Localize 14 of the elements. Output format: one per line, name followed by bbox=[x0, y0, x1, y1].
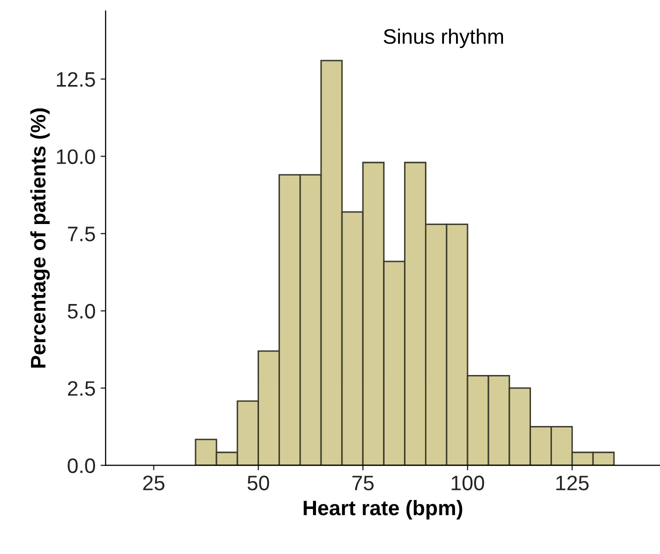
x-axis-title: Heart rate (bpm) bbox=[304, 500, 462, 520]
y-tick-label: 5.0 bbox=[68, 304, 96, 319]
x-tick-label: 100 bbox=[452, 476, 484, 490]
y-tick-label: 12.5 bbox=[56, 72, 96, 87]
y-tick-label: 2.5 bbox=[68, 381, 96, 396]
x-tick-label: 25 bbox=[143, 476, 164, 490]
y-tick-label: 0.0 bbox=[68, 458, 96, 474]
y-tick-label: 10.0 bbox=[56, 149, 96, 164]
x-tick-label: 125 bbox=[556, 476, 589, 490]
y-tick-label: 7.5 bbox=[68, 226, 96, 242]
x-tick-label: 50 bbox=[248, 476, 270, 490]
y-axis-title: Percentage of patients (%) bbox=[30, 108, 50, 368]
x-tick-label: 75 bbox=[352, 476, 374, 490]
annotation: Sinus rhythm bbox=[384, 28, 503, 48]
